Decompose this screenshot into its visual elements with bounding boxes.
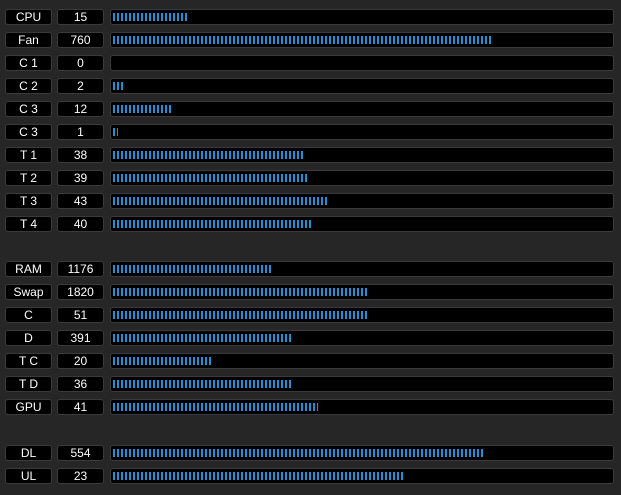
meter-label: Fan bbox=[5, 32, 52, 48]
meter-label: DL bbox=[5, 445, 52, 461]
meter-value: 554 bbox=[57, 445, 104, 461]
meter-value: 391 bbox=[57, 330, 104, 346]
meter-label: C bbox=[5, 307, 52, 323]
meter-bar-fill bbox=[113, 357, 213, 365]
meter-bar-track bbox=[110, 261, 614, 277]
meter-value: 43 bbox=[57, 193, 104, 209]
meter-label: T C bbox=[5, 353, 52, 369]
meter-bar-fill bbox=[113, 36, 493, 44]
meter-bar-fill bbox=[113, 220, 313, 228]
meter-bar-track bbox=[110, 376, 614, 392]
meter-bar-track bbox=[110, 284, 614, 300]
meter-label: CPU bbox=[5, 9, 52, 25]
meter-value: 23 bbox=[57, 468, 104, 484]
meter-value: 760 bbox=[57, 32, 104, 48]
meter-value: 39 bbox=[57, 170, 104, 186]
meter-value: 1 bbox=[57, 124, 104, 140]
meter-value: 1176 bbox=[57, 261, 104, 277]
meter-bar-track bbox=[110, 468, 614, 484]
meter-value: 20 bbox=[57, 353, 104, 369]
meter-label: Swap bbox=[5, 284, 52, 300]
meter-value: 38 bbox=[57, 147, 104, 163]
meter-bar-fill bbox=[113, 403, 318, 411]
meter-value: 0 bbox=[57, 55, 104, 71]
meter-bar-fill bbox=[113, 128, 118, 136]
meter-bar-fill bbox=[113, 288, 368, 296]
meter-label: C 3 bbox=[5, 124, 52, 140]
meter-value: 15 bbox=[57, 9, 104, 25]
meter-label: C 1 bbox=[5, 55, 52, 71]
meter-label: T D bbox=[5, 376, 52, 392]
meter-bar-track bbox=[110, 101, 614, 117]
meter-label: T 3 bbox=[5, 193, 52, 209]
meter-bar-track bbox=[110, 399, 614, 415]
meter-bar-track bbox=[110, 445, 614, 461]
meter-value: 2 bbox=[57, 78, 104, 94]
meter-bar-track bbox=[110, 193, 614, 209]
meter-bar-track bbox=[110, 78, 614, 94]
meter-bar-fill bbox=[113, 174, 308, 182]
meter-bar-fill bbox=[113, 13, 188, 21]
meter-label: UL bbox=[5, 468, 52, 484]
meter-bar-fill bbox=[113, 151, 303, 159]
meter-bar-track bbox=[110, 32, 614, 48]
meter-bar-fill bbox=[113, 105, 173, 113]
meter-bar-track bbox=[110, 216, 614, 232]
meter-label: T 4 bbox=[5, 216, 52, 232]
meter-bar-track bbox=[110, 330, 614, 346]
meter-bar-fill bbox=[113, 472, 403, 480]
meter-value: 51 bbox=[57, 307, 104, 323]
meter-bar-track bbox=[110, 55, 614, 71]
meter-bar-track bbox=[110, 124, 614, 140]
meter-value: 12 bbox=[57, 101, 104, 117]
meter-label: RAM bbox=[5, 261, 52, 277]
meter-label: GPU bbox=[5, 399, 52, 415]
meter-label: C 3 bbox=[5, 101, 52, 117]
meter-value: 40 bbox=[57, 216, 104, 232]
meter-bar-fill bbox=[113, 265, 273, 273]
meter-bar-fill bbox=[113, 449, 483, 457]
meter-bar-fill bbox=[113, 82, 123, 90]
meter-label: T 2 bbox=[5, 170, 52, 186]
meter-label: C 2 bbox=[5, 78, 52, 94]
meter-value: 41 bbox=[57, 399, 104, 415]
meter-bar-fill bbox=[113, 380, 293, 388]
meter-bar-track bbox=[110, 9, 614, 25]
meter-bar-fill bbox=[113, 197, 328, 205]
meter-bar-track bbox=[110, 353, 614, 369]
meter-bar-fill bbox=[113, 311, 368, 319]
meter-value: 1820 bbox=[57, 284, 104, 300]
meter-value: 36 bbox=[57, 376, 104, 392]
meter-label: T 1 bbox=[5, 147, 52, 163]
meter-bar-track bbox=[110, 170, 614, 186]
meter-bar-track bbox=[110, 147, 614, 163]
meter-bar-fill bbox=[113, 334, 293, 342]
meter-bar-track bbox=[110, 307, 614, 323]
meter-label: D bbox=[5, 330, 52, 346]
